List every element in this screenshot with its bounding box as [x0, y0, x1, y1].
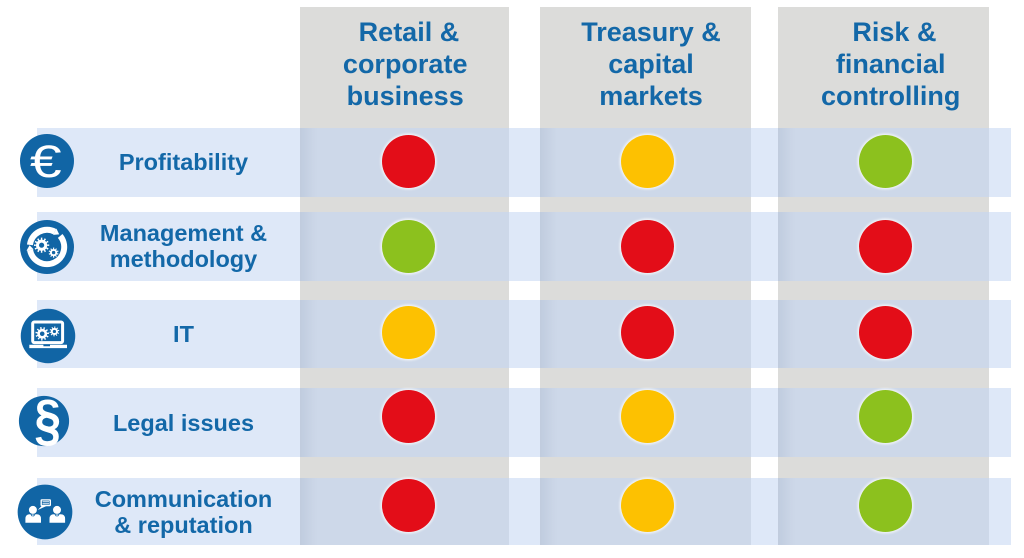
svg-text:€: € — [30, 136, 62, 187]
svg-text:§: § — [34, 392, 61, 450]
